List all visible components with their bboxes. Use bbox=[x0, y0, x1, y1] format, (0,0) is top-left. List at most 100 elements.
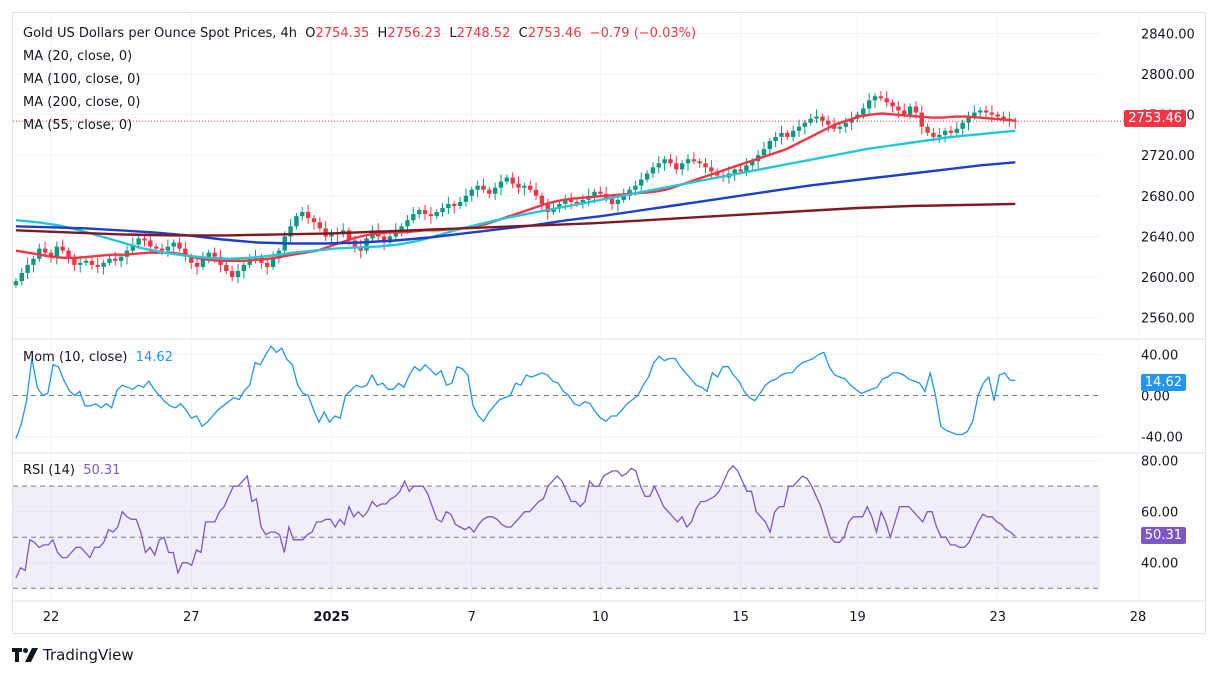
price-tick-label: 2720.00 bbox=[1141, 149, 1195, 164]
candle-body bbox=[317, 222, 323, 229]
ma-line-ma-200 bbox=[15, 202, 1016, 237]
candle bbox=[966, 111, 971, 131]
candle-body bbox=[206, 252, 211, 259]
candle-body bbox=[31, 258, 36, 265]
candle-body bbox=[183, 248, 188, 257]
price-tick-label: 2840.00 bbox=[1141, 27, 1195, 42]
candle bbox=[796, 119, 802, 137]
candle bbox=[329, 229, 334, 243]
candle bbox=[457, 196, 463, 210]
rsi-line bbox=[15, 464, 1016, 579]
candle-body bbox=[528, 185, 533, 190]
candle-body bbox=[639, 179, 644, 186]
candle-body bbox=[744, 165, 749, 172]
candle-body bbox=[311, 218, 317, 223]
candle bbox=[662, 156, 667, 171]
ma-200-label[interactable]: MA (200, close, 0) bbox=[23, 95, 141, 110]
candle bbox=[265, 257, 270, 275]
candle-body bbox=[446, 203, 451, 208]
momentum-tick-label: -40.00 bbox=[1141, 431, 1183, 446]
rsi-legend: RSI (14) 50.31 bbox=[23, 463, 120, 478]
candle-body bbox=[200, 258, 206, 267]
candle-body bbox=[674, 163, 679, 170]
time-tick-label: 27 bbox=[183, 610, 200, 625]
candle bbox=[709, 160, 714, 180]
candle-body bbox=[633, 185, 638, 190]
chart-frame bbox=[12, 12, 1206, 634]
candle-body bbox=[937, 134, 942, 137]
candle bbox=[884, 91, 889, 107]
candle-body bbox=[510, 177, 515, 184]
last-price-badge: 2753.46 bbox=[1124, 110, 1186, 127]
candle-body bbox=[814, 116, 819, 119]
candle bbox=[13, 278, 19, 289]
change-value: −0.79 (−0.03%) bbox=[589, 26, 697, 41]
candle-body bbox=[644, 173, 650, 180]
candle-body bbox=[826, 120, 831, 125]
candle-body bbox=[364, 238, 369, 251]
candle bbox=[60, 239, 65, 254]
candle bbox=[194, 257, 200, 275]
tradingview-logo[interactable]: TradingView bbox=[12, 646, 134, 664]
low-value: 2748.52 bbox=[456, 26, 511, 41]
time-tick-label: 28 bbox=[1130, 610, 1147, 625]
candle-body bbox=[557, 203, 562, 208]
candle-body bbox=[866, 100, 872, 109]
candle bbox=[954, 121, 960, 138]
candle-body bbox=[831, 124, 837, 129]
candle-body bbox=[779, 132, 784, 137]
candle-body bbox=[452, 203, 457, 206]
candle bbox=[229, 265, 235, 282]
candle bbox=[504, 174, 510, 185]
high-label: H bbox=[377, 26, 388, 41]
candle-body bbox=[679, 163, 685, 170]
candle bbox=[644, 170, 650, 183]
candle bbox=[872, 93, 878, 108]
candle bbox=[411, 206, 416, 224]
candle-body bbox=[808, 118, 813, 123]
candle-body bbox=[761, 149, 767, 156]
candle bbox=[118, 253, 124, 267]
candle-body bbox=[539, 195, 545, 204]
candle bbox=[878, 91, 884, 102]
candle-body bbox=[820, 116, 825, 121]
momentum-label[interactable]: Mom (10, close) bbox=[23, 350, 128, 365]
close-label: C bbox=[518, 26, 528, 41]
candle-body bbox=[469, 189, 474, 196]
candle bbox=[977, 107, 983, 118]
ma-line-ma-55 bbox=[15, 129, 1016, 260]
rsi-label[interactable]: RSI (14) bbox=[23, 463, 75, 478]
candle bbox=[235, 263, 241, 284]
ma-20-label[interactable]: MA (20, close, 0) bbox=[23, 49, 133, 64]
candle-body bbox=[89, 260, 95, 265]
candle-body bbox=[113, 258, 118, 261]
candle bbox=[224, 261, 229, 275]
candle-body bbox=[101, 262, 106, 267]
candle-body bbox=[890, 102, 895, 107]
rsi-badge: 50.31 bbox=[1140, 527, 1186, 544]
candle bbox=[434, 209, 439, 220]
candle bbox=[656, 156, 661, 174]
candle bbox=[785, 129, 790, 140]
ma-55-label[interactable]: MA (55, close, 0) bbox=[23, 118, 133, 133]
candle-body bbox=[913, 106, 919, 113]
candle-body bbox=[545, 203, 550, 213]
candle-body bbox=[463, 195, 469, 202]
candle bbox=[452, 200, 457, 214]
candle-body bbox=[235, 270, 241, 278]
ma-legend: MA (20, close, 0) MA (100, close, 0) MA … bbox=[23, 45, 140, 137]
candle-body bbox=[785, 132, 790, 137]
candle bbox=[808, 113, 813, 126]
candle-body bbox=[954, 128, 960, 133]
candle-body bbox=[498, 181, 504, 188]
candle-body bbox=[247, 258, 252, 265]
candle-body bbox=[837, 126, 843, 129]
candle bbox=[790, 125, 796, 142]
time-tick-label: 10 bbox=[592, 610, 609, 625]
candle bbox=[469, 186, 474, 202]
candle-body bbox=[54, 246, 60, 257]
candle-body bbox=[750, 161, 755, 166]
time-tick-label: 19 bbox=[849, 610, 866, 625]
ma-100-label[interactable]: MA (100, close, 0) bbox=[23, 72, 141, 87]
